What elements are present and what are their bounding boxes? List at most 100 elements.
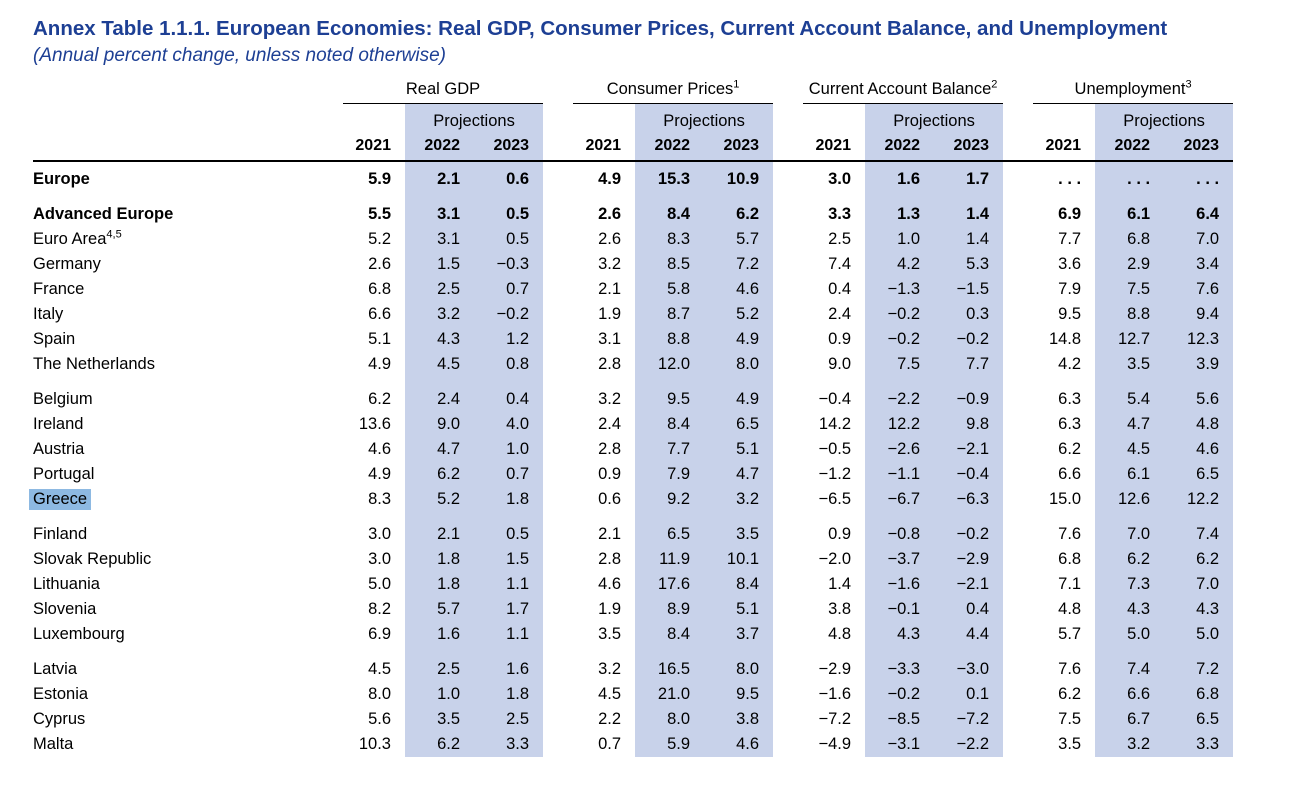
column-gap	[333, 462, 343, 487]
value-cell: −0.5	[818, 440, 852, 459]
year-header: 2021	[803, 133, 866, 163]
value-cell: 1.0	[865, 227, 935, 253]
table-row: Germany 2.6 1.5 −0.3 3.2 8.5 7.2 7.4 4.2 5.3 3.6 2.…	[33, 252, 1234, 278]
footnote-marker: 3	[1185, 78, 1192, 91]
row-label: Spain	[33, 327, 333, 352]
row-label: Advanced Europe	[33, 192, 333, 227]
value-cell: 3.5	[1095, 352, 1165, 378]
value-cell: 4.3	[1095, 597, 1165, 623]
column-gap	[1003, 104, 1033, 134]
value-cell: −6.7	[865, 487, 935, 513]
row-label: Latvia	[33, 647, 333, 682]
column-gap	[773, 462, 803, 487]
column-gap	[543, 437, 573, 462]
value-cell: 8.3	[635, 227, 705, 253]
value-cell: 0.3	[934, 302, 1004, 328]
column-gap	[333, 512, 343, 547]
value-cell: 8.4	[635, 412, 705, 438]
row-label-text: Slovenia	[33, 600, 97, 619]
value-cell: −1.3	[865, 277, 935, 303]
value-cell: 6.5	[1164, 707, 1234, 733]
blank-cell	[1033, 104, 1095, 134]
table-row: Greece 8.3 5.2 1.8 0.6 9.2 3.2 −6.5 −6.7 −6.3 15.0…	[29, 487, 1234, 513]
table-row: Estonia 8.0 1.0 1.8 4.5 21.0 9.5 −1.6 −0.2 0.1 6.2…	[33, 682, 1234, 708]
value-cell: 3.5	[405, 707, 474, 733]
column-gap	[333, 707, 343, 732]
row-label: Estonia	[33, 682, 333, 707]
corner-blank	[33, 80, 333, 104]
value-cell: 2.8	[598, 355, 622, 374]
value-cell: −3.1	[865, 732, 935, 758]
value-cell: 4.2	[865, 252, 935, 278]
value-cell: 4.7	[704, 462, 774, 488]
column-gap	[333, 80, 343, 104]
column-gap	[773, 622, 803, 647]
value-cell: 0.5	[474, 192, 544, 228]
column-gap	[1003, 161, 1033, 192]
value-cell: 10.1	[704, 547, 774, 573]
value-cell: 5.0	[1164, 622, 1234, 648]
column-gap	[773, 302, 803, 327]
footnote-marker: 2	[991, 78, 998, 91]
value-cell: 8.0	[635, 707, 705, 733]
value-cell: 6.8	[368, 280, 391, 299]
value-cell: 8.4	[635, 192, 705, 228]
value-cell: −1.5	[934, 277, 1004, 303]
blank-cell	[33, 104, 333, 134]
value-cell: 12.7	[1095, 327, 1165, 353]
value-cell: −3.0	[934, 647, 1004, 683]
value-cell: 6.2	[405, 732, 474, 758]
value-cell: 9.2	[635, 487, 705, 513]
year-header: 2022	[405, 133, 474, 163]
table-row: Cyprus 5.6 3.5 2.5 2.2 8.0 3.8 −7.2 −8.5 −7.2 7.5 6…	[33, 707, 1234, 733]
value-cell: 1.1	[474, 572, 544, 598]
column-gap	[543, 352, 573, 377]
row-label: Germany	[33, 252, 333, 277]
value-cell: −0.4	[934, 462, 1004, 488]
column-gap	[1003, 277, 1033, 302]
column-gap	[773, 597, 803, 622]
value-cell: 4.3	[1164, 597, 1234, 623]
column-gap	[543, 682, 573, 707]
value-cell: −2.9	[934, 547, 1004, 573]
value-cell: 6.5	[704, 412, 774, 438]
value-cell: 2.6	[368, 255, 391, 274]
value-cell: 6.5	[1164, 462, 1234, 488]
column-gap	[773, 547, 803, 572]
value-cell: 9.5	[635, 377, 705, 413]
value-cell: 0.7	[474, 277, 544, 303]
column-gap	[543, 622, 573, 647]
value-cell: −0.9	[934, 377, 1004, 413]
value-cell: 3.1	[405, 192, 474, 228]
column-gap	[1003, 512, 1033, 547]
column-gap	[1003, 227, 1033, 252]
value-cell: 6.2	[1058, 440, 1082, 459]
table-row: The Netherlands 4.9 4.5 0.8 2.8 12.0 8.0 9.0 7.5…	[33, 352, 1234, 378]
value-cell: 3.5	[1058, 735, 1082, 754]
value-cell: −2.2	[934, 732, 1004, 758]
value-cell: 8.0	[704, 352, 774, 378]
value-cell: 0.9	[828, 330, 852, 349]
value-cell: 6.3	[1058, 415, 1082, 434]
value-cell: 7.0	[1164, 227, 1234, 253]
row-label: Portugal	[33, 462, 333, 487]
value-cell: 5.0	[1095, 622, 1165, 648]
table-row: Slovak Republic 3.0 1.8 1.5 2.8 11.9 10.1 −2.0−…	[33, 547, 1234, 573]
row-label-text: Malta	[33, 735, 74, 754]
value-cell: −1.1	[865, 462, 935, 488]
value-cell: 4.5	[405, 352, 474, 378]
value-cell: 9.4	[1164, 302, 1234, 328]
value-cell: 5.6	[1164, 377, 1234, 413]
value-cell: −2.9	[818, 660, 852, 679]
value-cell: 12.3	[1164, 327, 1234, 353]
value-cell: 7.9	[1058, 280, 1082, 299]
value-cell: 3.7	[704, 622, 774, 648]
value-cell: 7.3	[1095, 572, 1165, 598]
column-gap	[1003, 302, 1033, 327]
column-gap	[333, 252, 343, 277]
value-cell: 4.9	[368, 355, 391, 374]
row-label: Slovak Republic	[33, 547, 333, 572]
row-label: Euro Area4,5	[33, 227, 333, 252]
column-gap	[333, 277, 343, 302]
value-cell: 0.4	[474, 377, 544, 413]
